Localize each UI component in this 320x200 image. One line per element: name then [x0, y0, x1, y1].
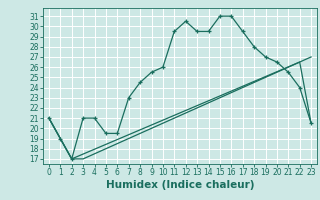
X-axis label: Humidex (Indice chaleur): Humidex (Indice chaleur) — [106, 180, 254, 190]
